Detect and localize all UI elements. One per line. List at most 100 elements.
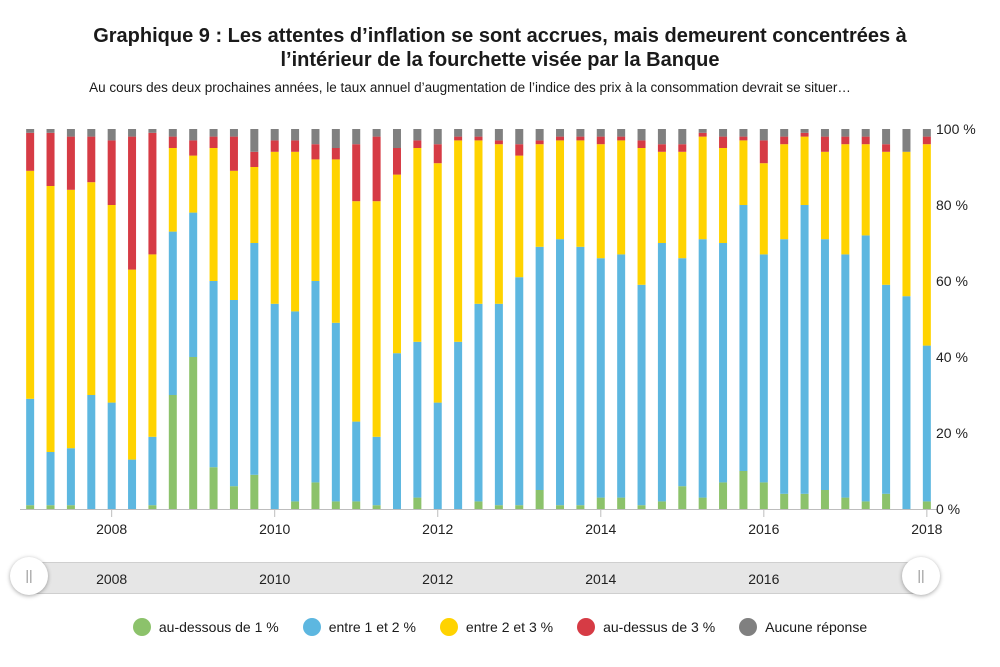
- bar-segment-5-31: [637, 129, 646, 141]
- bar-segment-3-38: [780, 144, 789, 240]
- bar-segment-4-31: [637, 140, 646, 148]
- bar-segment-3-36: [739, 140, 748, 205]
- bar-segment-1-11: [229, 486, 238, 509]
- bar-segment-4-9: [189, 140, 198, 156]
- legend-item-3[interactable]: entre 2 et 3 %: [439, 618, 553, 636]
- bar-segment-5-13: [270, 129, 279, 141]
- bar-segment-5-4: [87, 129, 96, 137]
- bar-segment-5-8: [168, 129, 177, 137]
- bar-segment-2-19: [392, 353, 401, 509]
- bar-segment-1-1: [26, 505, 35, 509]
- bar-segment-1-7: [148, 505, 157, 509]
- bar-segment-2-4: [87, 395, 96, 509]
- bar-segment-3-35: [719, 148, 728, 243]
- bar-segment-2-11: [229, 300, 238, 487]
- bar-segment-3-42: [861, 144, 870, 236]
- bar-segment-4-35: [719, 136, 728, 148]
- bar-segment-4-41: [841, 136, 850, 145]
- bar-segment-1-42: [861, 501, 870, 509]
- bar-segment-5-22: [454, 129, 463, 137]
- range-navigator[interactable]: 2008 2010 2012 2014 2016 || ||: [0, 555, 1000, 600]
- legend-item-5[interactable]: Aucune réponse: [739, 618, 867, 636]
- navigator-right-handle[interactable]: ||: [902, 557, 940, 595]
- bar-segment-5-42: [861, 129, 870, 137]
- bar-segment-2-27: [556, 239, 565, 506]
- chart-title-line-1: Graphique 9 : Les attentes d’inflation s…: [93, 25, 907, 47]
- bar-segment-2-5: [107, 402, 116, 509]
- bar-segment-1-43: [882, 493, 891, 509]
- legend-item-2[interactable]: entre 1 et 2 %: [302, 618, 416, 636]
- bar-segment-5-43: [882, 129, 891, 145]
- bar-segment-5-38: [780, 129, 789, 137]
- bar-segment-2-25: [515, 277, 524, 506]
- bar-segment-4-39: [800, 132, 809, 137]
- y-tick-label: 20 %: [936, 425, 968, 441]
- bar-segment-4-5: [107, 140, 116, 205]
- bar-segment-5-16: [331, 129, 340, 148]
- bar-segment-2-44: [902, 296, 911, 509]
- navigator-year-label: 2010: [259, 571, 291, 587]
- bar-segment-5-17: [352, 129, 361, 145]
- bar-segment-1-14: [291, 501, 300, 509]
- navigator-track[interactable]: 2008 2010 2012 2014 2016: [30, 562, 920, 594]
- bar-segment-2-10: [209, 281, 218, 468]
- bar-segment-1-37: [759, 482, 768, 509]
- bar-segment-4-20: [413, 140, 422, 148]
- bar-segment-1-35: [719, 482, 728, 509]
- bar-segment-4-6: [128, 136, 137, 270]
- bar-segment-2-29: [596, 258, 605, 498]
- legend-label: au-dessus de 3 %: [603, 619, 716, 635]
- y-tick-label: 0 %: [936, 501, 960, 517]
- legend-dot-icon: [132, 618, 151, 636]
- navigator-year-label: 2012: [422, 571, 454, 587]
- bar-segment-3-3: [66, 189, 75, 449]
- x-tick-label: 2016: [748, 521, 779, 537]
- bar-segment-1-3: [66, 505, 75, 509]
- bar-segment-2-28: [576, 246, 585, 506]
- bar-segment-3-27: [556, 140, 565, 240]
- legend-item-4[interactable]: au-dessus de 3 %: [577, 618, 715, 636]
- legend-dot-icon: [577, 618, 596, 636]
- navigator-left-handle[interactable]: ||: [10, 557, 48, 595]
- bar-segment-5-36: [739, 129, 748, 137]
- y-axis: 0 % 20 % 40 % 60 % 80 % 100 %: [936, 121, 976, 517]
- bar-segment-5-28: [576, 129, 585, 137]
- bar-segment-2-2: [46, 452, 55, 506]
- bar-segment-1-8: [168, 395, 177, 509]
- bar-segment-4-26: [535, 140, 544, 145]
- bar-segment-2-43: [882, 284, 891, 494]
- bar-segment-4-24: [494, 140, 503, 145]
- bar-segment-5-20: [413, 129, 422, 141]
- bar-segment-5-3: [66, 129, 75, 137]
- bar-segment-1-45: [922, 501, 931, 509]
- bar-segment-1-27: [556, 505, 565, 509]
- bar-segment-1-28: [576, 505, 585, 509]
- bar-segment-1-24: [494, 505, 503, 509]
- bar-segment-3-6: [128, 269, 137, 460]
- bar-segment-5-30: [617, 129, 626, 137]
- bar-segment-2-35: [719, 243, 728, 483]
- bar-segment-3-18: [372, 201, 381, 437]
- bar-segment-4-38: [780, 136, 789, 145]
- bar-segment-2-7: [148, 436, 157, 506]
- bar-segment-5-19: [392, 129, 401, 148]
- bar-segment-2-38: [780, 239, 789, 494]
- legend-label: Aucune réponse: [765, 619, 868, 635]
- bar-segment-3-28: [576, 140, 585, 247]
- bar-segment-2-1: [26, 398, 35, 506]
- x-tick-label: 2010: [259, 521, 290, 537]
- bar-segment-5-44: [902, 129, 911, 152]
- bar-segment-2-12: [250, 243, 259, 475]
- bar-segment-4-34: [698, 132, 707, 137]
- bar-segment-1-18: [372, 505, 381, 509]
- x-tick-label: 2008: [96, 521, 127, 537]
- bar-segment-1-16: [331, 501, 340, 509]
- bar-segment-1-40: [820, 490, 829, 509]
- bar-segment-5-24: [494, 129, 503, 141]
- bar-segment-3-17: [352, 201, 361, 422]
- legend-item-1[interactable]: au-dessous de 1 %: [132, 618, 279, 636]
- bar-segment-2-6: [128, 459, 137, 509]
- legend-label: entre 1 et 2 %: [328, 619, 416, 635]
- y-tick-label: 80 %: [936, 197, 968, 213]
- x-axis: 2008 2010 2012 2014 2016 2018: [20, 509, 943, 537]
